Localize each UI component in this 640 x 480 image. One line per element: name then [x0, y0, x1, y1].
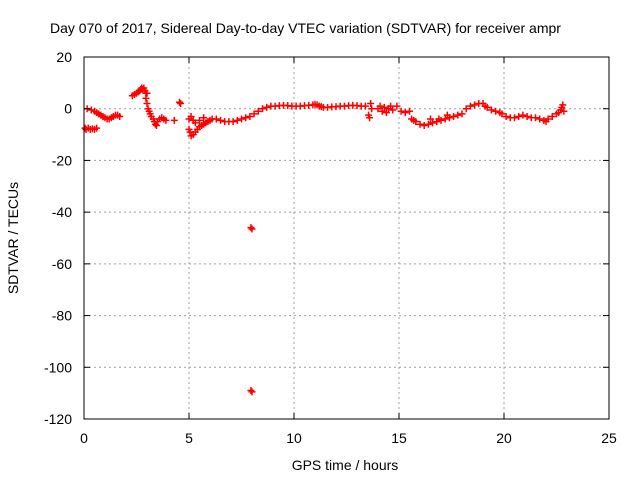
- data-point: [462, 105, 470, 113]
- data-point: [143, 100, 151, 108]
- y-tick-label: -40: [52, 204, 72, 220]
- data-point: [523, 112, 531, 120]
- x-tick-label: 5: [185, 430, 193, 446]
- data-point: [196, 116, 203, 124]
- data-point: [368, 105, 376, 113]
- data-point: [471, 101, 479, 109]
- y-tick-label: -120: [44, 411, 72, 427]
- data-point: [498, 110, 506, 118]
- data-points: [81, 84, 568, 396]
- data-point: [380, 103, 388, 111]
- data-point: [191, 119, 199, 127]
- data-point: [492, 107, 500, 115]
- data-point: [229, 118, 237, 126]
- x-tick-label: 15: [391, 430, 407, 446]
- data-point: [536, 115, 544, 123]
- data-point: [424, 120, 432, 128]
- data-point: [412, 118, 420, 126]
- grid-lines: [84, 57, 609, 419]
- data-point: [170, 116, 178, 124]
- axis-ticks: [83, 56, 610, 420]
- data-point: [559, 101, 567, 109]
- data-point: [466, 102, 474, 110]
- data-point: [387, 102, 395, 110]
- data-point: [548, 112, 556, 120]
- data-point: [246, 112, 254, 120]
- data-point: [458, 110, 466, 118]
- y-tick-label: 0: [64, 101, 72, 117]
- data-point: [427, 115, 434, 123]
- data-point: [406, 107, 413, 115]
- data-point: [389, 106, 397, 114]
- data-point: [450, 112, 458, 120]
- y-tick-label: -100: [44, 359, 72, 375]
- data-point: [254, 107, 262, 115]
- data-point: [176, 98, 184, 106]
- data-point: [233, 116, 241, 124]
- chart-title: Day 070 of 2017, Sidereal Day-to-day VTE…: [50, 20, 561, 36]
- data-point: [162, 116, 170, 124]
- data-point: [401, 109, 409, 117]
- data-point: [361, 102, 369, 110]
- data-point: [367, 100, 375, 108]
- data-point: [393, 102, 401, 110]
- data-point: [87, 106, 95, 114]
- data-point: [248, 225, 256, 233]
- data-point: [152, 122, 160, 130]
- tick-labels: 0 5 10 15 20 25 20 0 -20 -40 -60 -80 -100 -120: [44, 49, 617, 446]
- data-point: [366, 114, 374, 122]
- data-point: [247, 224, 255, 232]
- data-point: [420, 122, 428, 130]
- data-point: [441, 115, 449, 123]
- data-point: [142, 94, 150, 102]
- data-point: [378, 107, 386, 115]
- data-point: [259, 105, 266, 113]
- x-tick-label: 20: [496, 430, 512, 446]
- plot-frame: [83, 56, 610, 420]
- data-point: [116, 112, 124, 120]
- data-point: [560, 107, 568, 115]
- data-point: [143, 89, 151, 97]
- data-point: [443, 111, 451, 119]
- data-point: [177, 100, 185, 108]
- data-point: [212, 115, 220, 123]
- data-point: [429, 119, 437, 127]
- data-point: [242, 114, 250, 122]
- x-axis-label: GPS time / hours: [292, 457, 399, 473]
- data-point: [502, 112, 510, 120]
- data-point: [511, 114, 518, 122]
- data-point: [532, 114, 539, 122]
- x-tick-label: 0: [80, 430, 88, 446]
- data-point: [487, 106, 495, 114]
- data-point: [416, 120, 424, 128]
- data-point: [435, 115, 443, 123]
- x-tick-label: 25: [601, 430, 617, 446]
- data-point: [247, 387, 255, 395]
- y-tick-label: -80: [52, 308, 72, 324]
- data-point: [454, 111, 462, 119]
- data-point: [519, 111, 527, 119]
- data-point: [248, 388, 256, 396]
- data-point: [187, 112, 195, 120]
- data-point: [376, 102, 384, 110]
- y-axis-label: SDTVAR / TECUs: [5, 182, 21, 294]
- data-point: [250, 110, 258, 118]
- data-point: [238, 115, 245, 123]
- data-point: [217, 116, 224, 124]
- data-point: [382, 109, 390, 117]
- data-point: [397, 107, 405, 115]
- data-point: [544, 115, 552, 123]
- y-tick-label: 20: [56, 49, 72, 65]
- data-point: [263, 103, 271, 111]
- data-point: [515, 112, 523, 120]
- data-point: [483, 103, 491, 111]
- y-tick-label: -60: [52, 256, 72, 272]
- x-tick-label: 10: [286, 430, 302, 446]
- data-point: [93, 124, 101, 132]
- y-tick-label: -20: [52, 152, 72, 168]
- data-point: [200, 114, 208, 122]
